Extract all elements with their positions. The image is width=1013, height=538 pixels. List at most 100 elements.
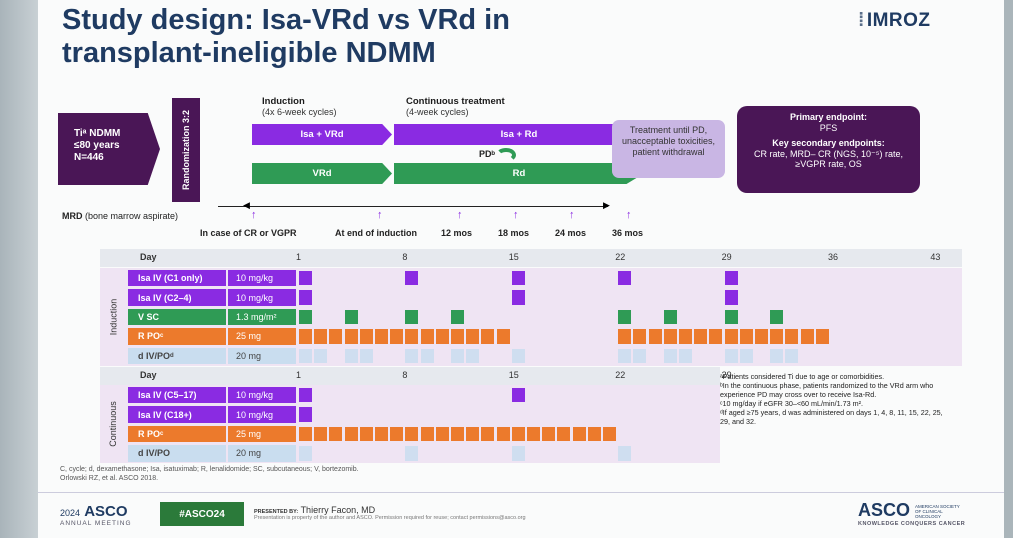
dose-marker [451, 426, 464, 442]
dose-marker [405, 426, 419, 442]
pd-crossover-label: PDᵇ [479, 149, 496, 159]
dose-marker [724, 329, 738, 344]
schedule-row-dose: 25 mg [228, 328, 296, 345]
dose-marker [511, 271, 525, 286]
dose-marker [314, 329, 328, 344]
dose-marker [299, 309, 312, 325]
dose-marker [329, 329, 343, 344]
dose-marker [344, 329, 358, 344]
dose-marker [359, 329, 373, 344]
endpoints-box: Primary endpoint: PFS Key secondary endp… [737, 106, 920, 193]
footer-divider [38, 492, 1004, 493]
schedule-row-label: Isa IV (C2–4) [128, 289, 226, 306]
dose-marker [724, 309, 738, 325]
dose-marker [815, 329, 829, 344]
slide-left-edge [0, 0, 38, 538]
mrd-arrow-icon: ↑ [251, 209, 257, 221]
dose-marker [511, 426, 525, 442]
dose-marker [511, 446, 525, 461]
schedule-row-label: d IV/PO [128, 445, 226, 462]
schedule-row-label: R POᶜ [128, 328, 226, 345]
dose-marker [603, 426, 616, 442]
dose-marker [618, 348, 632, 363]
dose-marker [527, 426, 540, 442]
mrd-arrow-icon: ↑ [457, 209, 463, 221]
dose-marker [709, 329, 723, 344]
dose-marker [344, 426, 358, 442]
day-tick: 22 [615, 252, 626, 262]
dose-marker [572, 426, 586, 442]
schedule-row-label: R POᶜ [128, 425, 226, 443]
dose-marker [724, 290, 738, 305]
footnotes: ᵃPatients considered Ti due to age or co… [720, 372, 943, 426]
dose-marker [679, 329, 692, 344]
asco-logo: ASCO AMERICAN SOCIETY OF CLINICAL ONCOLO… [858, 500, 966, 527]
randomization-box: Randomization 3:2 [172, 98, 200, 202]
dose-marker [557, 426, 571, 442]
schedule-row-dose: 20 mg [228, 445, 296, 462]
dose-marker [299, 348, 312, 363]
schedule-row-dose: 10 mg/kg [228, 289, 296, 306]
slide-right-edge [1004, 0, 1013, 538]
dose-marker [329, 426, 343, 442]
schedule-row-label: Isa IV (C18+) [128, 406, 226, 423]
dose-marker [724, 348, 738, 363]
induction-header: Induction (4x 6-week cycles) [262, 96, 337, 117]
dose-marker [648, 329, 662, 344]
mrd-arrow-icon: ↑ [626, 209, 632, 221]
dose-marker [481, 426, 495, 442]
dose-marker [466, 348, 480, 363]
dose-marker [755, 329, 768, 344]
dose-marker [299, 271, 312, 286]
dose-marker [420, 426, 434, 442]
dose-marker [344, 309, 358, 325]
dose-marker [299, 290, 312, 305]
presenter-info: PRESENTED BY: Thierry Facon, MD Presenta… [254, 505, 526, 521]
day-tick: 1 [296, 252, 302, 262]
mrd-timepoint: 36 mos [612, 228, 644, 238]
dose-marker [405, 329, 419, 344]
dose-marker [618, 309, 632, 325]
dose-marker [770, 348, 784, 363]
day-tick: 29 [721, 370, 732, 380]
schedule-row-dose: 10 mg/kg [228, 406, 296, 423]
dose-marker [663, 348, 677, 363]
dose-marker [299, 388, 312, 403]
timeline-end-arrow-icon: ▶ [603, 200, 610, 210]
isa-rd-arrow: Isa + Rd [394, 124, 644, 145]
abbreviations: C, cycle; d, dexamethasone; Isa, isatuxi… [60, 466, 359, 482]
dose-marker [785, 329, 799, 344]
dose-marker [435, 426, 449, 442]
dose-marker [405, 309, 419, 325]
isa-vrd-arrow: Isa + VRd [252, 124, 392, 145]
mrd-arrow-icon: ↑ [377, 209, 383, 221]
pd-crossover-arrow-icon [496, 148, 516, 162]
mrd-arrow-icon: ↑ [513, 209, 519, 221]
dose-marker [405, 348, 419, 363]
day-tick: 8 [402, 370, 408, 380]
dose-marker [739, 348, 753, 363]
dose-marker [451, 329, 464, 344]
mrd-timeline [218, 206, 608, 207]
dose-marker [359, 348, 373, 363]
dose-marker [511, 348, 525, 363]
dose-marker [785, 348, 799, 363]
schedule-row-label: V SC [128, 308, 226, 326]
dose-marker [405, 271, 419, 286]
dose-marker [633, 329, 647, 344]
day-tick: 8 [402, 252, 408, 262]
mrd-timepoint: At end of induction [335, 228, 417, 238]
schedule-row-dose: 1.3 mg/m² [228, 308, 296, 326]
day-tick: 29 [721, 252, 732, 262]
dose-marker [587, 426, 601, 442]
dose-marker [618, 271, 632, 286]
dose-marker [663, 329, 677, 344]
hashtag-badge: #ASCO24 [160, 502, 244, 526]
asco-annual-meeting-logo: 2024 ASCO ANNUAL MEETING [60, 503, 132, 527]
mrd-timepoint: 24 mos [555, 228, 587, 238]
page-title: Study design: Isa-VRd vs VRd in transpla… [62, 4, 510, 69]
continuous-day-header-row [100, 367, 720, 385]
dose-marker [451, 348, 464, 363]
day-tick: 22 [615, 370, 626, 380]
schedule-row-label: Isa IV (C5–17) [128, 387, 226, 404]
